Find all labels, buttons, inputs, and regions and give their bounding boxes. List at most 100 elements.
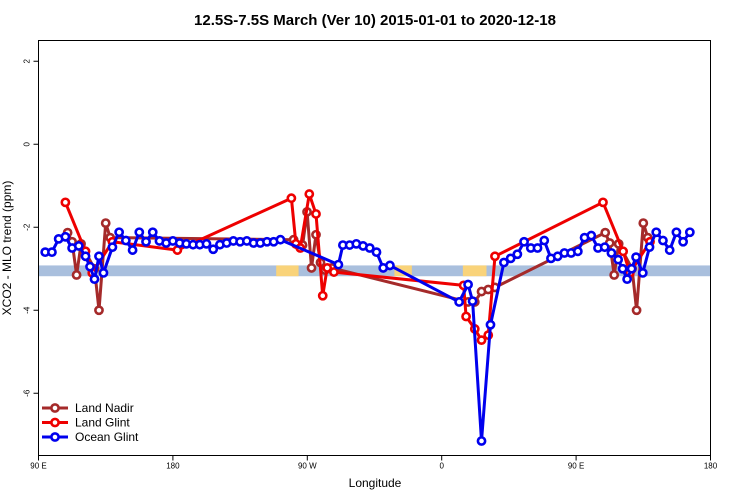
data-point xyxy=(120,235,131,246)
chart-title: 12.5S-7.5S March (Ver 10) 2015-01-01 to … xyxy=(194,12,556,29)
data-point xyxy=(626,263,637,274)
data-point xyxy=(463,279,473,290)
legend-item: Land Glint xyxy=(42,416,130,430)
data-point xyxy=(512,249,523,260)
data-point xyxy=(609,270,620,280)
data-point xyxy=(60,231,71,242)
x-tick-label: 90 E xyxy=(568,462,584,471)
ocean-band xyxy=(38,265,711,277)
data-point xyxy=(678,236,689,247)
legend-label: Land Nadir xyxy=(75,401,134,415)
data-point xyxy=(80,251,91,262)
data-point xyxy=(637,267,648,278)
data-point xyxy=(333,259,344,270)
series-line xyxy=(66,210,650,312)
data-point xyxy=(94,305,104,316)
data-point xyxy=(322,263,333,273)
y-tick-label: -2 xyxy=(23,223,32,231)
data-point xyxy=(606,248,617,258)
data-point xyxy=(658,235,668,246)
data-point xyxy=(317,290,328,301)
data-point xyxy=(134,227,145,238)
data-point xyxy=(306,263,317,273)
data-point xyxy=(617,263,628,274)
data-point xyxy=(499,257,509,268)
series-2 xyxy=(40,227,695,446)
data-point xyxy=(476,436,487,446)
data-point xyxy=(98,267,109,278)
plot-frame xyxy=(38,40,711,456)
data-point xyxy=(329,267,339,277)
x-tick-label: 0 xyxy=(439,462,444,471)
data-point xyxy=(684,227,695,238)
data-point xyxy=(599,242,610,253)
data-point xyxy=(586,230,597,241)
data-point xyxy=(664,245,675,255)
data-point xyxy=(385,260,395,271)
data-point xyxy=(286,193,297,204)
data-point xyxy=(600,227,611,238)
legend-item: Ocean Glint xyxy=(42,430,139,444)
data-point xyxy=(572,246,583,257)
y-axis: 2 0 -2 -4 -6 xyxy=(23,58,39,397)
y-axis-label: XCO2 - MLO trend (ppm) xyxy=(0,181,14,316)
data-point xyxy=(100,218,111,228)
data-point xyxy=(461,311,471,322)
data-point xyxy=(638,218,649,228)
legend-marker xyxy=(50,417,60,428)
data-point xyxy=(539,235,550,246)
y-tick-label: 0 xyxy=(23,141,32,146)
data-point xyxy=(364,243,375,253)
x-axis: 90 E 180 90 W 0 90 E 180 xyxy=(30,455,718,471)
data-point xyxy=(618,246,629,257)
data-point xyxy=(71,270,82,280)
plot-area xyxy=(38,189,711,446)
land-band-segment xyxy=(276,265,299,277)
data-point xyxy=(147,227,158,238)
data-point xyxy=(671,227,682,238)
x-tick-label: 90 W xyxy=(298,462,317,471)
data-point xyxy=(201,238,212,249)
series-line xyxy=(45,230,692,443)
y-tick-label: -4 xyxy=(23,306,32,314)
data-point xyxy=(651,227,662,238)
legend-label: Ocean Glint xyxy=(75,430,139,444)
data-point xyxy=(60,197,71,208)
data-point xyxy=(519,236,529,247)
y-tick-label: 2 xyxy=(23,58,32,63)
data-point xyxy=(644,242,655,253)
data-point xyxy=(467,296,478,307)
y-tick-label: -6 xyxy=(23,389,32,397)
legend-label: Land Glint xyxy=(75,416,130,430)
data-point xyxy=(85,261,95,272)
data-point xyxy=(485,319,496,330)
data-point xyxy=(598,197,608,208)
data-point xyxy=(622,274,633,285)
series-0 xyxy=(62,206,653,316)
data-point xyxy=(275,234,286,245)
legend-marker xyxy=(50,432,60,442)
data-point xyxy=(631,252,641,263)
data-point xyxy=(47,247,57,258)
x-axis-label: Longitude xyxy=(349,476,402,490)
data-point xyxy=(73,241,84,251)
data-point xyxy=(490,251,500,262)
data-point xyxy=(141,236,151,247)
data-point xyxy=(94,251,104,262)
data-point xyxy=(304,189,315,199)
data-point xyxy=(454,297,465,307)
data-point xyxy=(127,245,138,255)
data-point xyxy=(476,335,487,346)
data-point xyxy=(208,244,219,255)
legend-item: Land Nadir xyxy=(42,401,134,415)
data-point xyxy=(371,247,382,258)
x-tick-label: 180 xyxy=(166,462,180,471)
data-point xyxy=(114,227,125,238)
data-point xyxy=(613,254,624,265)
x-tick-label: 90 E xyxy=(30,462,46,471)
data-point xyxy=(107,242,118,253)
x-tick-label: 180 xyxy=(704,462,718,471)
data-point xyxy=(311,209,321,219)
